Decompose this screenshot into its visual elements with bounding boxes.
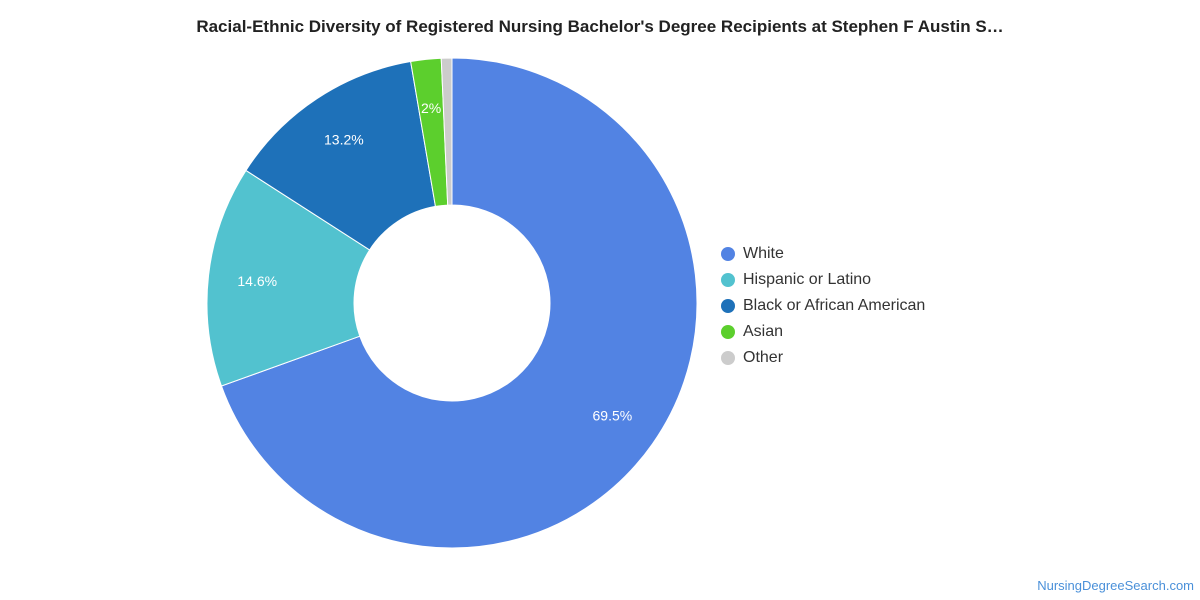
slice-other[interactable] <box>440 57 453 206</box>
legend-swatch-icon <box>721 273 735 287</box>
legend-swatch-icon <box>721 325 735 339</box>
legend-label: White <box>743 245 784 262</box>
slice-white[interactable] <box>220 57 698 549</box>
source-link[interactable]: NursingDegreeSearch.com <box>1037 578 1194 593</box>
legend-item-black-or-african-american[interactable]: Black or African American <box>721 293 925 319</box>
legend-swatch-icon <box>721 299 735 313</box>
slices-group <box>206 57 698 549</box>
legend-item-white[interactable]: White <box>721 241 925 267</box>
legend-swatch-icon <box>721 351 735 365</box>
slice-label-asian: 2% <box>421 100 441 116</box>
slice-label-white: 69.5% <box>593 408 633 424</box>
legend-label: Hispanic or Latino <box>743 271 872 288</box>
slice-label-black-or-african-american: 13.2% <box>324 132 364 148</box>
chart-title: Racial-Ethnic Diversity of Registered Nu… <box>196 17 1004 36</box>
legend: White Hispanic or Latino Black or African … <box>721 241 925 371</box>
slice-label-hispanic-or-latino: 14.6% <box>237 273 277 289</box>
legend-label: Other <box>743 349 784 366</box>
slice-black-or-african-american[interactable] <box>245 60 437 251</box>
legend-swatch-icon <box>721 247 735 261</box>
legend-item-other[interactable]: Other <box>721 345 925 371</box>
legend-item-hispanic-or-latino[interactable]: Hispanic or Latino <box>721 267 925 293</box>
legend-label: Black or African American <box>743 297 926 314</box>
legend-label: Asian <box>743 323 784 340</box>
labels-group: 69.5% 14.6% 13.2% 2% <box>237 100 632 424</box>
legend-item-asian[interactable]: Asian <box>721 319 925 345</box>
